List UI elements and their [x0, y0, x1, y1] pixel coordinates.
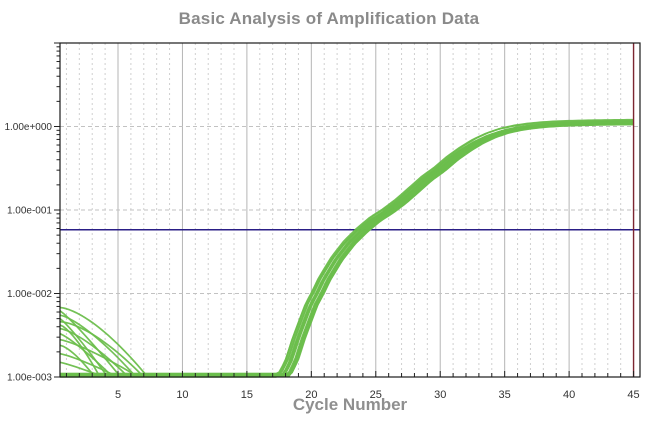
- x-tick-label: 5: [115, 389, 121, 401]
- decay-trace: [59, 332, 113, 377]
- decay-trace: [59, 306, 148, 377]
- chart-title: Basic Analysis of Amplification Data: [178, 9, 480, 28]
- x-tick-label: 40: [563, 389, 575, 401]
- x-tick-label: 20: [305, 389, 317, 401]
- x-tick-label: 10: [176, 389, 188, 401]
- amplification-trace: [60, 121, 634, 375]
- y-tick-label: 1.00e-002: [7, 289, 52, 300]
- amplification-trace: [60, 119, 634, 377]
- decay-trace: [59, 320, 145, 378]
- x-axis-label: Cycle Number: [292, 395, 408, 414]
- decay-trace: [59, 338, 138, 377]
- decay-trace: [59, 327, 129, 377]
- x-tick-label: 15: [241, 389, 253, 401]
- decay-trace: [59, 344, 93, 375]
- decay-trace: [59, 352, 119, 378]
- amplification-trace: [60, 121, 634, 377]
- plot-border: [59, 42, 641, 378]
- y-tick-label: 1.00e-003: [7, 373, 52, 384]
- x-tick-label: 45: [627, 389, 639, 401]
- y-tick-label: 1.00e-001: [7, 206, 52, 217]
- x-tick-label: 35: [499, 389, 511, 401]
- decay-trace: [59, 324, 100, 376]
- y-tick-label: 1.00e+000: [4, 122, 52, 133]
- x-tick-label: 25: [370, 389, 382, 401]
- decay-trace: [59, 314, 135, 376]
- x-tick-label: 30: [434, 389, 446, 401]
